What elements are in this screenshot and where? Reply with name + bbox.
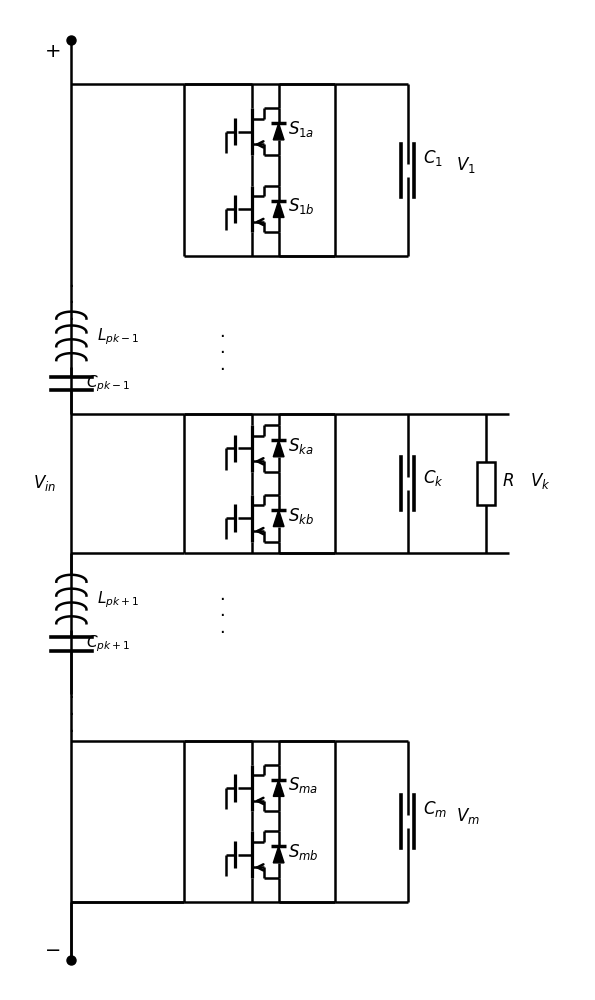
Text: $S_{mb}$: $S_{mb}$ [289, 842, 319, 862]
Polygon shape [273, 846, 284, 863]
Text: $+$: $+$ [45, 42, 61, 61]
Text: $S_{ka}$: $S_{ka}$ [289, 436, 314, 456]
Polygon shape [273, 780, 284, 796]
Polygon shape [273, 201, 284, 217]
Bar [477, 462, 495, 505]
Text: $S_{kb}$: $S_{kb}$ [289, 506, 315, 526]
Text: $C_k$: $C_k$ [423, 468, 444, 488]
Text: $C_{pk-1}$: $C_{pk-1}$ [86, 373, 131, 394]
Text: $V_1$: $V_1$ [456, 155, 476, 175]
Text: $V_m$: $V_m$ [456, 806, 480, 826]
Polygon shape [273, 510, 284, 527]
Polygon shape [273, 440, 284, 457]
Text: ·
·
·: · · · [68, 278, 74, 329]
Text: ·
·
·: · · · [219, 328, 225, 379]
Text: $S_{1b}$: $S_{1b}$ [289, 196, 315, 216]
Text: $S_{ma}$: $S_{ma}$ [289, 775, 318, 795]
Text: $L_{pk+1}$: $L_{pk+1}$ [97, 589, 139, 610]
Text: $C_m$: $C_m$ [423, 799, 447, 819]
Text: $C_1$: $C_1$ [423, 148, 443, 168]
Text: $S_{1a}$: $S_{1a}$ [289, 119, 315, 139]
Text: $C_{pk+1}$: $C_{pk+1}$ [86, 634, 131, 654]
Text: ·
·
·: · · · [68, 689, 74, 741]
Text: $V_{in}$: $V_{in}$ [33, 473, 57, 493]
Text: $-$: $-$ [45, 939, 61, 958]
Text: $L_{pk-1}$: $L_{pk-1}$ [97, 326, 139, 347]
Text: $V_k$: $V_k$ [530, 471, 550, 491]
Text: ·
·
·: · · · [219, 591, 225, 642]
Polygon shape [273, 123, 284, 140]
Text: $R$: $R$ [502, 472, 514, 490]
